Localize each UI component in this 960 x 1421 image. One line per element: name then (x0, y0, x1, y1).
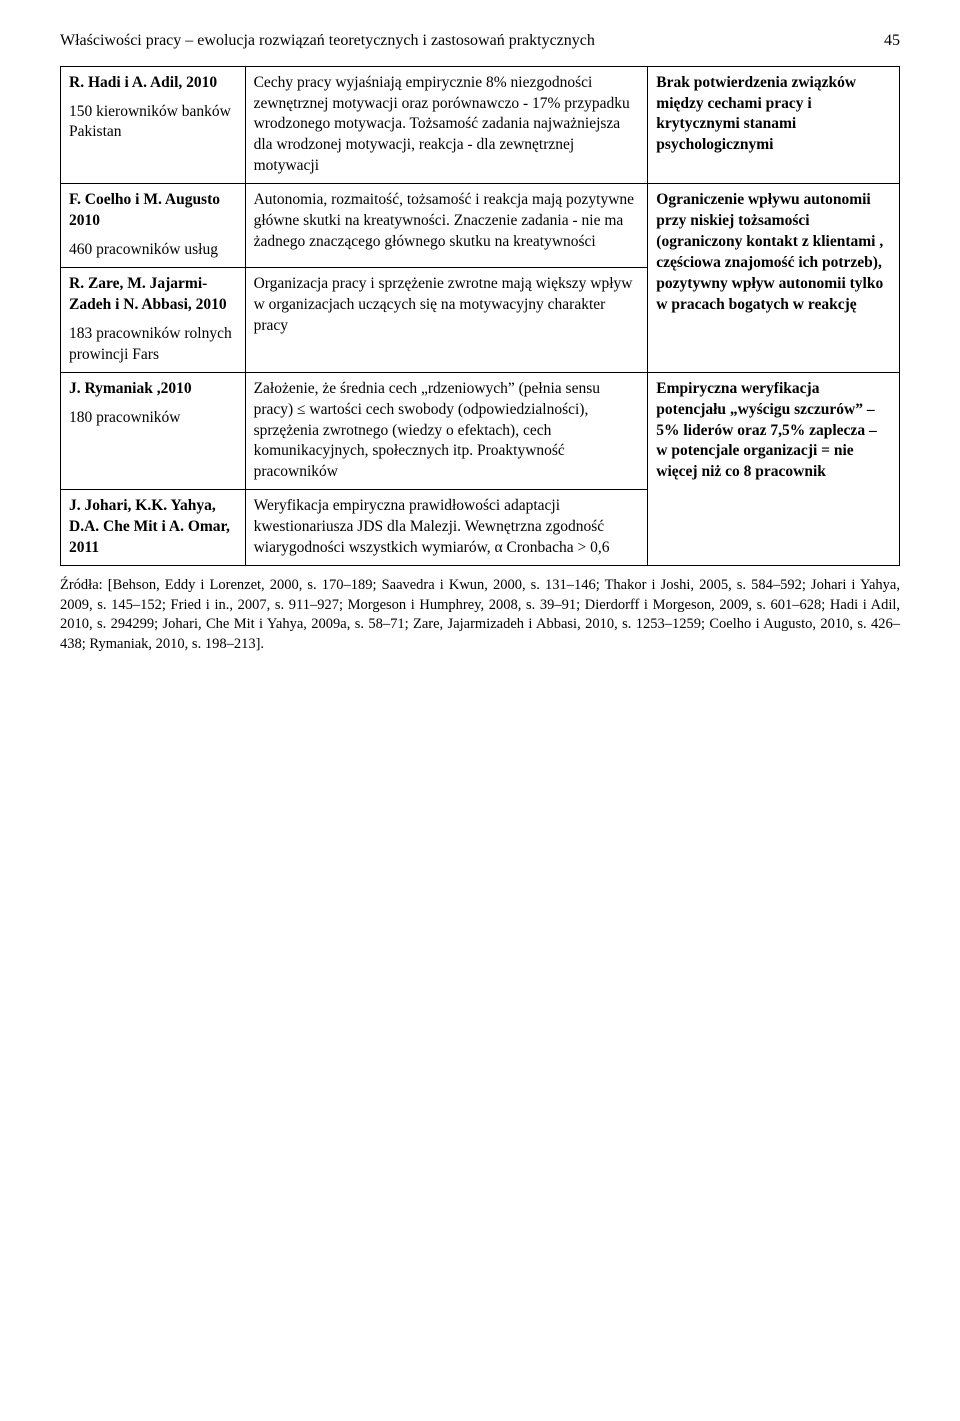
sample-text: 180 pracowników (69, 409, 181, 426)
conclusion-cell: Empiryczna weryfikacja potencjału „wyści… (648, 372, 900, 565)
finding-text: Założenie, że średnia cech „rdzeniowych”… (254, 380, 600, 481)
sample-text: 183 pracowników rolnych prowincji Fars (69, 325, 232, 363)
finding-cell: Weryfikacja empiryczna prawidłowości ada… (245, 490, 648, 566)
table-row: F. Coelho i M. Augusto 2010 460 pracowni… (61, 184, 900, 268)
finding-text: Autonomia, rozmaitość, tożsamość i reakc… (254, 191, 634, 250)
author-cell: R. Hadi i A. Adil, 2010 150 kierowników … (61, 66, 246, 184)
sample-text: 150 kierowników banków Pakistan (69, 103, 231, 141)
finding-text: Weryfikacja empiryczna prawidłowości ada… (254, 497, 610, 556)
finding-cell: Organizacja pracy i sprzężenie zwrotne m… (245, 267, 648, 372)
finding-cell: Autonomia, rozmaitość, tożsamość i reakc… (245, 184, 648, 268)
author-name: J. Johari, K.K. Yahya, D.A. Che Mit i A.… (69, 497, 230, 556)
finding-cell: Cechy pracy wyjaśniają empirycznie 8% ni… (245, 66, 648, 184)
sources-paragraph: Źródła: [Behson, Eddy i Lorenzet, 2000, … (60, 576, 900, 654)
conclusion-text: Empiryczna weryfikacja potencjału „wyści… (656, 380, 876, 481)
sample-text: 460 pracowników usług (69, 241, 218, 258)
conclusion-cell: Ograniczenie wpływu autonomii przy niski… (648, 184, 900, 372)
author-cell: R. Zare, M. Jajarmi-Zadeh i N. Abbasi, 2… (61, 267, 246, 372)
author-name: R. Zare, M. Jajarmi-Zadeh i N. Abbasi, 2… (69, 275, 227, 313)
author-cell: F. Coelho i M. Augusto 2010 460 pracowni… (61, 184, 246, 268)
author-cell: J. Johari, K.K. Yahya, D.A. Che Mit i A.… (61, 490, 246, 566)
conclusion-cell: Brak potwierdzenia związków między cecha… (648, 66, 900, 184)
research-table: R. Hadi i A. Adil, 2010 150 kierowników … (60, 66, 900, 566)
author-name: R. Hadi i A. Adil, 2010 (69, 74, 217, 91)
running-header: Właściwości pracy – ewolucja rozwiązań t… (60, 30, 900, 52)
author-name: F. Coelho i M. Augusto 2010 (69, 191, 220, 229)
author-name: J. Rymaniak ,2010 (69, 380, 192, 397)
finding-cell: Założenie, że średnia cech „rdzeniowych”… (245, 372, 648, 490)
running-title: Właściwości pracy – ewolucja rozwiązań t… (60, 30, 595, 52)
conclusion-text: Brak potwierdzenia związków między cecha… (656, 74, 856, 154)
table-row: R. Hadi i A. Adil, 2010 150 kierowników … (61, 66, 900, 184)
finding-text: Cechy pracy wyjaśniają empirycznie 8% ni… (254, 74, 630, 175)
page-number: 45 (884, 30, 900, 52)
finding-text: Organizacja pracy i sprzężenie zwrotne m… (254, 275, 633, 334)
table-row: J. Rymaniak ,2010 180 pracowników Założe… (61, 372, 900, 490)
conclusion-text: Ograniczenie wpływu autonomii przy niski… (656, 191, 883, 313)
author-cell: J. Rymaniak ,2010 180 pracowników (61, 372, 246, 490)
